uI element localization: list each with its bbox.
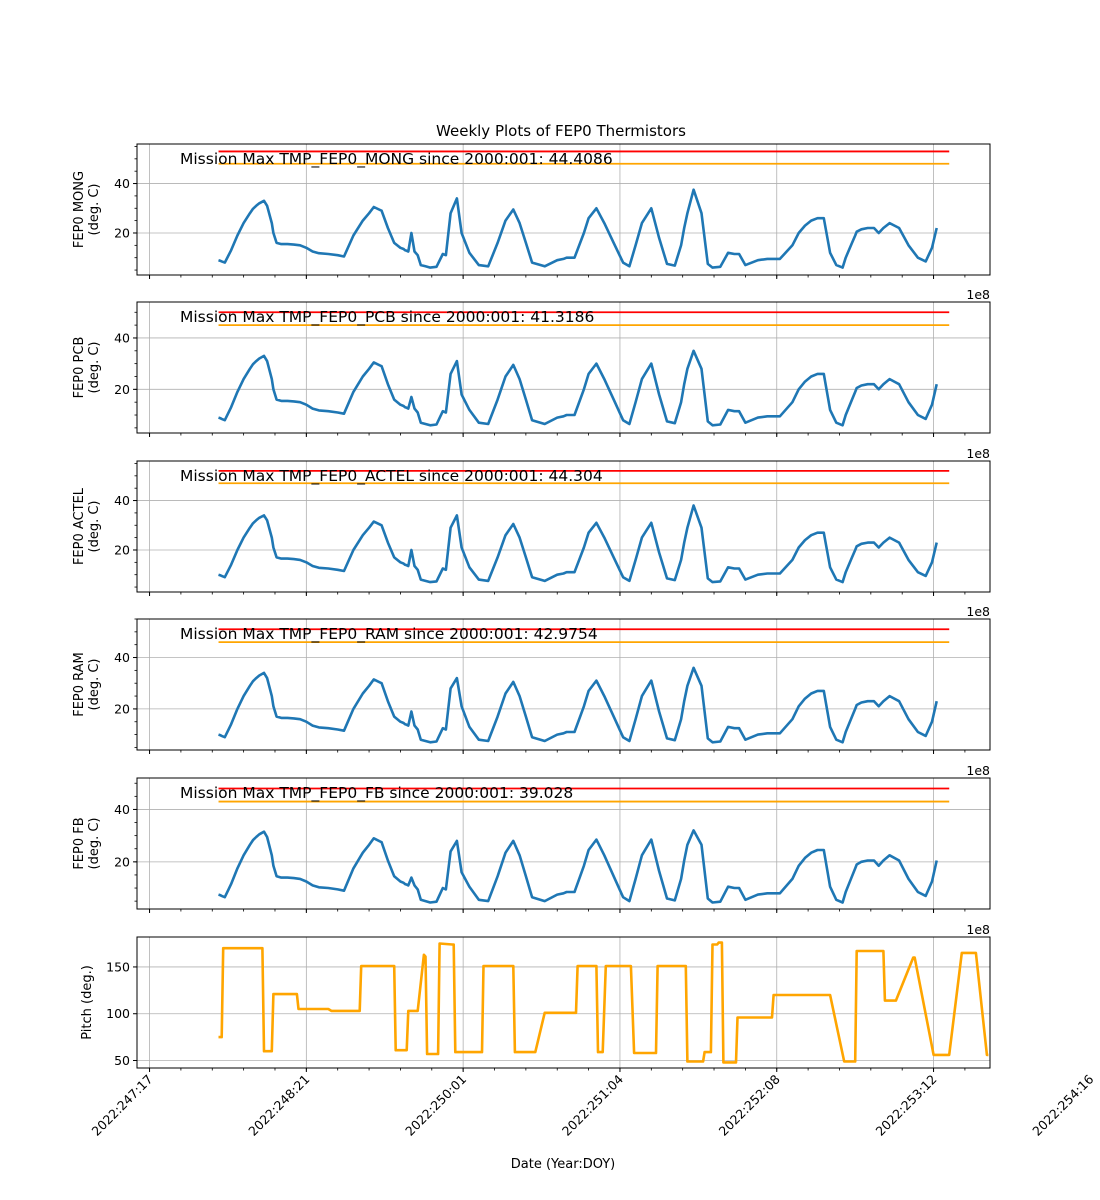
y-axis-label: FEP0 RAM — [72, 652, 87, 717]
data-line — [218, 349, 938, 427]
mission-max-annotation: Mission Max TMP_FEP0_ACTEL since 2000:00… — [180, 467, 603, 486]
panel-5: 20 40 FEP0 FB (deg. C) Mission Max TMP_FEP0_… — [72, 777, 991, 937]
axes-frame — [136, 618, 991, 751]
y-tick-label: 100 — [106, 1006, 130, 1021]
x-tick-labels: 2022:247:17 2022:248:21 2022:250:01 2022:25… — [88, 1071, 1096, 1138]
data-line — [218, 504, 938, 584]
x-tick-label: 2022:250:01 — [402, 1072, 469, 1139]
y-tick-label: 50 — [114, 1053, 130, 1068]
y-tick-label: 20 — [114, 382, 130, 397]
panel-2: 20 40 FEP0 PCB (deg. C) Mission Max TMP_FEP0… — [72, 301, 991, 461]
y-tick-label: 20 — [114, 225, 130, 240]
x-offset-label: 1e8 — [966, 287, 990, 302]
panel-4: 20 40 FEP0 RAM (deg. C) Mission Max TMP_FEP0… — [72, 618, 991, 778]
y-tick-label: 40 — [114, 650, 130, 665]
y-tick-label: 40 — [114, 802, 130, 817]
y-axis-label: Pitch (deg.) — [80, 965, 95, 1040]
y-axis-label: (deg. C) — [87, 184, 102, 236]
mission-max-annotation: Mission Max TMP_FEP0_FB since 2000:001: … — [180, 784, 573, 803]
x-offset-label: 1e8 — [966, 922, 990, 937]
x-tick-label: 2022:254:16 — [1029, 1071, 1096, 1138]
axes-frame — [136, 143, 991, 276]
y-axis-label: FEP0 MONG — [72, 171, 87, 248]
y-tick-label: 40 — [114, 176, 130, 191]
axes-frame — [136, 777, 991, 910]
axes-frame — [136, 301, 991, 434]
data-line — [218, 941, 989, 1064]
y-tick-label: 40 — [114, 493, 130, 508]
y-axis-label: (deg. C) — [87, 659, 102, 711]
y-axis-label: (deg. C) — [87, 818, 102, 870]
data-line — [218, 188, 938, 269]
x-axis-label: Date (Year:DOY) — [511, 1157, 616, 1172]
data-line — [218, 666, 938, 744]
y-axis-label: (deg. C) — [87, 501, 102, 553]
x-tick-label: 2022:251:04 — [559, 1071, 626, 1138]
y-axis-label: (deg. C) — [87, 342, 102, 394]
x-offset-label: 1e8 — [966, 446, 990, 461]
axes-frame — [136, 936, 991, 1069]
y-tick-label: 20 — [114, 854, 130, 869]
y-tick-label: 40 — [114, 330, 130, 345]
axes-frame — [136, 460, 991, 593]
y-tick-label: 20 — [114, 542, 130, 557]
x-tick-label: 2022:253:12 — [872, 1072, 939, 1139]
data-line — [218, 829, 938, 904]
x-offset-label: 1e8 — [966, 763, 990, 778]
y-tick-label: 20 — [114, 701, 130, 716]
x-tick-label: 2022:247:17 — [88, 1072, 155, 1139]
mission-max-annotation: Mission Max TMP_FEP0_MONG since 2000:001… — [180, 150, 613, 169]
y-tick-label: 150 — [106, 959, 130, 974]
y-axis-label: FEP0 ACTEL — [72, 487, 87, 565]
chart-title: Weekly Plots of FEP0 Thermistors — [436, 122, 686, 140]
mission-max-annotation: Mission Max TMP_FEP0_RAM since 2000:001:… — [180, 625, 598, 644]
y-axis-label: FEP0 PCB — [72, 337, 87, 399]
x-tick-label: 2022:252:08 — [716, 1071, 783, 1138]
mission-max-annotation: Mission Max TMP_FEP0_PCB since 2000:001:… — [180, 308, 594, 327]
x-tick-label: 2022:248:21 — [245, 1072, 312, 1139]
y-axis-label: FEP0 FB — [72, 817, 87, 869]
panel-3: 20 40 FEP0 ACTEL (deg. C) Mission Max TMP_FE… — [72, 460, 991, 619]
panel-6: 50 100 150 Pitch (deg.) — [80, 936, 991, 1072]
x-offset-label: 1e8 — [966, 604, 990, 619]
panel-1: 20 40 FEP0 MONG (deg. C) Mission Max TMP_FEP… — [72, 143, 991, 302]
